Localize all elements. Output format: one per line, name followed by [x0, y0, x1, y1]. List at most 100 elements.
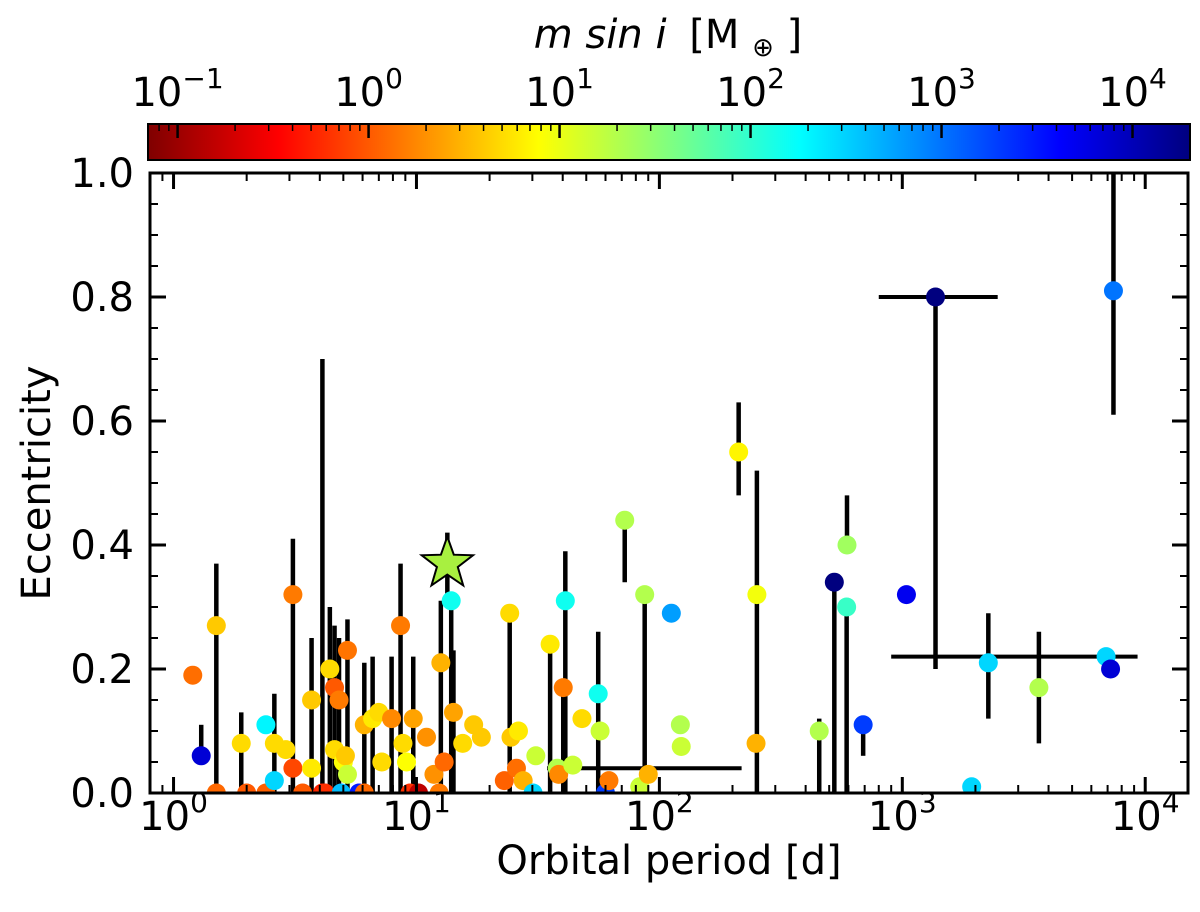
planet-point [382, 709, 402, 729]
planet-point [471, 727, 491, 747]
planet-point [391, 616, 411, 636]
planet-point [563, 755, 583, 775]
planet-point [403, 709, 423, 729]
planet-point [494, 771, 514, 791]
planet-point [337, 764, 357, 784]
highlight-star-marker [418, 533, 476, 588]
planet-point [283, 585, 303, 605]
planet-point [670, 715, 690, 735]
planet-point [853, 715, 873, 735]
planet-point [331, 783, 351, 793]
colorbar-label: m sin i [M ⊕ ] [534, 12, 803, 66]
y-tick-label: 0.2 [70, 647, 134, 693]
planet-point [638, 764, 658, 784]
y-tick-label: 0.0 [70, 771, 134, 817]
planet-point [635, 585, 655, 605]
planet-point [549, 764, 569, 784]
planet-point [335, 746, 355, 766]
planet-point [1101, 659, 1121, 679]
colorbar-label-unit-sub: ⊕ [752, 33, 774, 63]
planet-point [256, 715, 276, 735]
planet-point [599, 771, 619, 791]
planet-point [526, 746, 546, 766]
colorbar-tick-label: 101 [525, 62, 594, 116]
highlight-planet [418, 533, 476, 588]
planet-point [729, 442, 749, 462]
planet-point [588, 684, 608, 704]
colorbar-tick-label: 104 [1098, 62, 1167, 116]
colorbar-ticks [147, 124, 1191, 138]
planet-point [809, 721, 829, 741]
planet-point [500, 603, 520, 623]
planet-point [453, 733, 473, 753]
planet-point [276, 740, 296, 760]
planet-point [206, 783, 226, 793]
colorbar-label-close: ] [787, 12, 803, 58]
planet-point [409, 783, 429, 793]
plot-area: 100 101 102 103 104 0.0 0.2 0.4 0.6 0.8 1.0 [70, 151, 1190, 840]
data-points [183, 281, 1123, 793]
x-tick-label: 102 [625, 786, 694, 840]
planet-point [555, 591, 575, 611]
planet-point [431, 653, 451, 673]
planet-point [508, 721, 528, 741]
planet-point [837, 597, 857, 617]
planet-point [590, 721, 610, 741]
colorbar-tick-label: 10−1 [131, 62, 223, 116]
planet-point [978, 653, 998, 673]
colorbar-label-unit: [M [689, 12, 739, 58]
planet-point [837, 535, 857, 555]
planet-point [615, 510, 635, 530]
planet-point [926, 287, 946, 307]
planet-point [329, 690, 349, 710]
colorbar-label-quantity: m sin i [534, 12, 667, 58]
planet-point [746, 733, 766, 753]
planet-point [191, 746, 211, 766]
planet-point [747, 585, 767, 605]
x-tick-label: 100 [139, 786, 208, 840]
x-tick-label: 101 [382, 786, 451, 840]
y-tick-label: 0.4 [70, 523, 134, 569]
planet-point [671, 737, 691, 756]
planet-point [661, 603, 681, 623]
planet-point [397, 752, 417, 772]
planet-point [896, 585, 916, 605]
planet-point [354, 783, 374, 793]
planet-point [1103, 281, 1123, 301]
planet-point [231, 733, 251, 753]
y-tick-label: 0.8 [70, 275, 134, 321]
planet-point [206, 616, 226, 636]
colorbar-tick-label: 103 [907, 62, 976, 116]
planet-point [540, 634, 560, 654]
planet-point [441, 591, 461, 611]
planet-point [429, 783, 449, 793]
planet-point [393, 733, 413, 753]
colorbar-gradient [147, 123, 1191, 161]
colorbar: m sin i [M ⊕ ] 10−1 100 101 102 103 104 [131, 12, 1191, 161]
planet-point [302, 690, 322, 710]
axis-ticks [149, 171, 1188, 795]
y-tick-labels: 0.0 0.2 0.4 0.6 0.8 1.0 [70, 151, 134, 817]
y-axis-label: Eccentricity [14, 366, 60, 601]
planet-point [293, 783, 313, 793]
planet-point [434, 752, 454, 772]
planet-point [337, 640, 357, 660]
planet-point [264, 771, 284, 791]
x-tick-labels: 100 101 102 103 104 [139, 786, 1179, 840]
x-axis-label: Orbital period [d] [496, 838, 841, 884]
planet-point [443, 702, 463, 722]
y-tick-label: 0.6 [70, 399, 134, 445]
planet-point [1029, 678, 1049, 698]
colorbar-tick-labels: 10−1 100 101 102 103 104 [131, 62, 1166, 116]
planet-point [824, 572, 844, 592]
planet-point [553, 678, 573, 698]
planet-point [283, 758, 303, 778]
colorbar-tick-label: 102 [716, 62, 785, 116]
x-tick-label: 104 [1111, 786, 1180, 840]
planet-point [417, 727, 437, 747]
colorbar-tick-label: 100 [334, 62, 403, 116]
x-tick-label: 103 [868, 786, 937, 840]
planet-point [320, 659, 340, 679]
planet-point [183, 665, 203, 685]
